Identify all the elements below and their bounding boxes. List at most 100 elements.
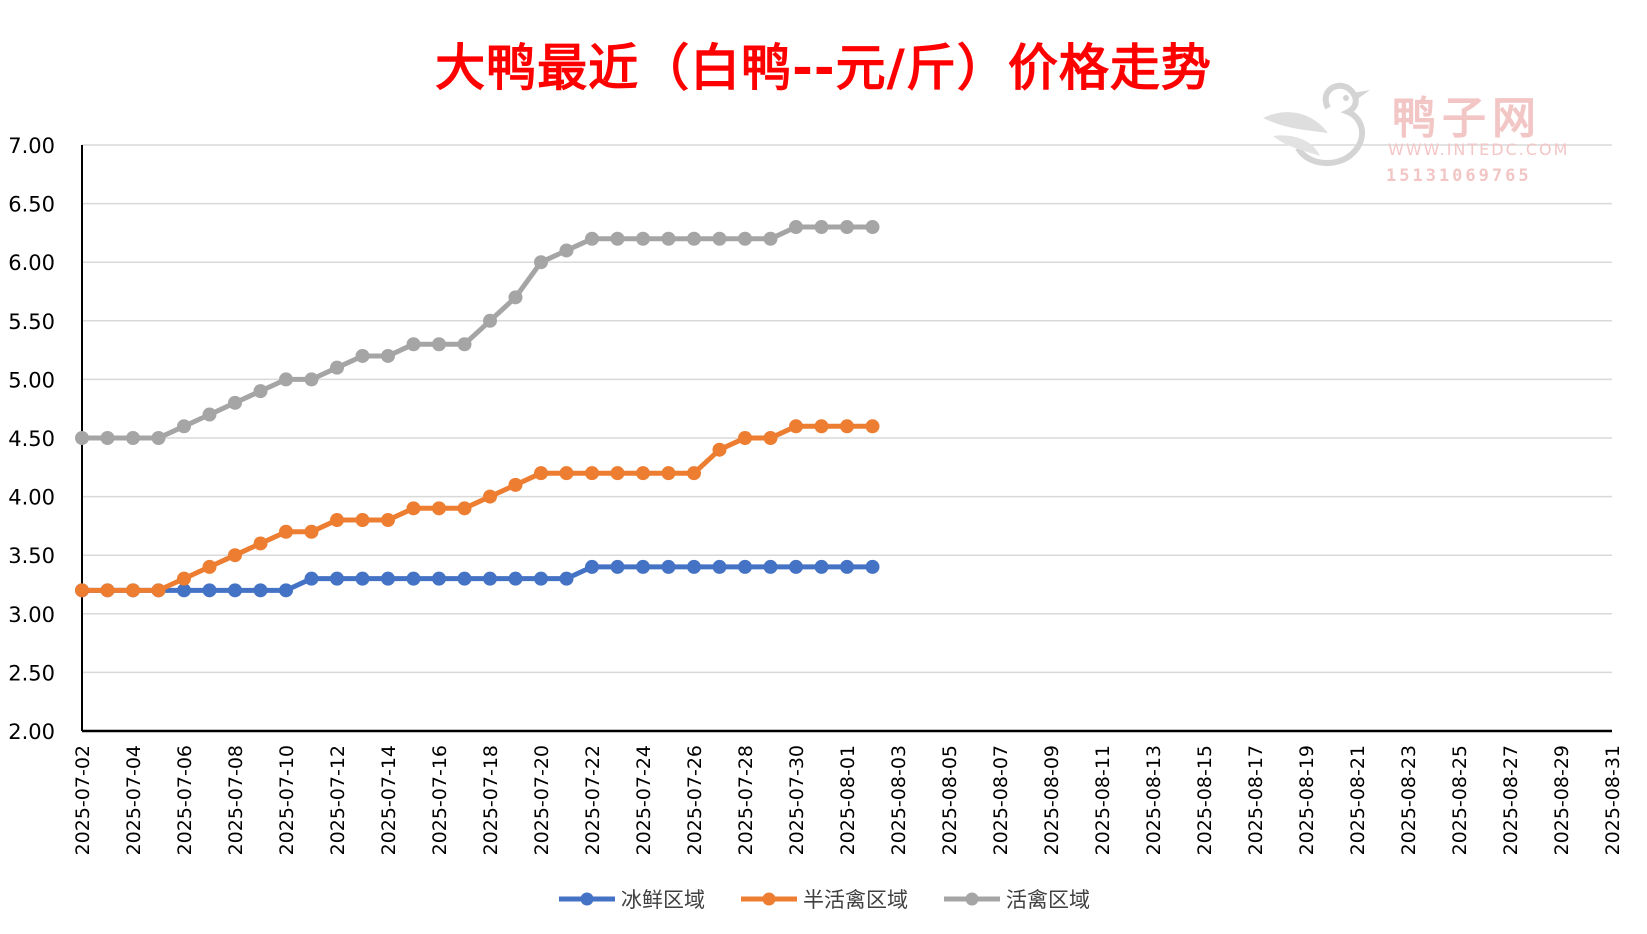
data-point	[712, 559, 727, 574]
data-point	[100, 583, 115, 598]
x-tick-label: 2025-07-06	[174, 745, 196, 855]
data-point	[763, 231, 778, 246]
data-point	[126, 431, 140, 445]
data-point	[279, 524, 293, 539]
data-point	[661, 559, 676, 574]
x-tick-label: 2025-08-03	[888, 745, 910, 855]
data-point	[840, 220, 854, 235]
data-point	[661, 466, 676, 481]
data-point	[483, 571, 497, 586]
data-point	[865, 220, 880, 235]
data-point	[661, 231, 676, 246]
data-point	[279, 372, 293, 387]
x-tick-label: 2025-08-09	[1041, 745, 1063, 855]
y-tick-label: 5.00	[8, 368, 55, 392]
data-point	[304, 571, 319, 586]
data-point	[789, 559, 803, 574]
data-point	[304, 524, 319, 539]
x-tick-label: 2025-08-19	[1296, 745, 1318, 855]
chart-legend: 冰鲜区域 半活禽区域 活禽区域	[0, 884, 1647, 914]
data-point	[457, 571, 472, 586]
duck-logo-icon	[1263, 82, 1370, 167]
y-tick-label: 2.00	[8, 720, 55, 744]
data-point	[610, 231, 625, 246]
data-point	[865, 559, 880, 574]
data-point	[432, 337, 446, 352]
data-point	[75, 583, 89, 598]
data-point	[585, 231, 599, 246]
data-point	[483, 489, 497, 504]
data-point	[559, 571, 574, 586]
y-tick-label: 7.00	[8, 134, 55, 158]
data-point	[559, 466, 574, 481]
legend-swatch	[944, 892, 1000, 906]
legend-item: 半活禽区域	[739, 884, 908, 914]
data-point	[151, 431, 166, 445]
data-point	[483, 313, 497, 328]
x-tick-label: 2025-07-02	[72, 745, 94, 855]
x-tick-label: 2025-07-24	[633, 745, 655, 855]
legend-item: 活禽区域	[942, 884, 1090, 914]
x-tick-label: 2025-07-30	[786, 745, 808, 855]
data-point	[636, 466, 650, 481]
data-point	[432, 501, 446, 516]
x-tick-label: 2025-08-21	[1347, 745, 1369, 855]
x-tick-label: 2025-08-29	[1551, 745, 1573, 855]
data-point	[763, 431, 778, 445]
data-point	[508, 477, 523, 492]
data-point	[126, 583, 140, 598]
data-point	[585, 466, 599, 481]
data-point	[610, 559, 625, 574]
data-point	[610, 466, 625, 481]
x-tick-label: 2025-08-07	[990, 745, 1012, 855]
data-point	[814, 419, 829, 434]
data-point	[381, 348, 395, 363]
legend-swatch	[741, 892, 797, 906]
watermark-name: 鸭子网	[1392, 93, 1542, 144]
legend-label: 冰鲜区域	[621, 888, 705, 912]
x-tick-label: 2025-07-18	[480, 745, 502, 855]
data-point	[534, 466, 548, 481]
y-tick-label: 3.00	[8, 603, 55, 627]
data-point	[738, 231, 752, 246]
data-point	[687, 466, 701, 481]
data-point	[687, 559, 701, 574]
data-point	[228, 548, 242, 563]
x-tick-label: 2025-08-11	[1092, 745, 1114, 855]
data-point	[330, 571, 344, 586]
y-tick-label: 4.50	[8, 427, 55, 451]
data-point	[712, 231, 727, 246]
x-tick-label: 2025-07-04	[123, 745, 145, 855]
x-tick-label: 2025-07-28	[735, 745, 757, 855]
data-point	[406, 571, 421, 586]
x-tick-label: 2025-07-20	[531, 745, 553, 855]
data-point	[177, 419, 191, 434]
data-point	[406, 337, 421, 352]
data-point	[75, 431, 89, 445]
data-point	[100, 431, 115, 445]
data-point	[789, 419, 803, 434]
y-tick-label: 6.00	[8, 251, 55, 275]
data-point	[432, 571, 446, 586]
data-point	[202, 559, 217, 574]
x-tick-label: 2025-08-13	[1143, 745, 1165, 855]
legend-label: 半活禽区域	[803, 888, 908, 912]
data-point	[508, 290, 523, 305]
y-tick-label: 4.00	[8, 486, 55, 510]
data-point	[457, 337, 472, 352]
x-tick-label: 2025-08-15	[1194, 745, 1216, 855]
data-point	[228, 395, 242, 410]
data-point	[330, 360, 344, 375]
data-point	[814, 220, 829, 235]
data-point	[406, 501, 421, 516]
data-point	[738, 559, 752, 574]
data-point	[355, 571, 370, 586]
data-point	[253, 384, 268, 399]
data-point	[738, 431, 752, 445]
data-point	[253, 536, 268, 551]
data-point	[202, 583, 217, 598]
data-point	[534, 255, 548, 270]
y-tick-label: 2.50	[8, 661, 55, 685]
